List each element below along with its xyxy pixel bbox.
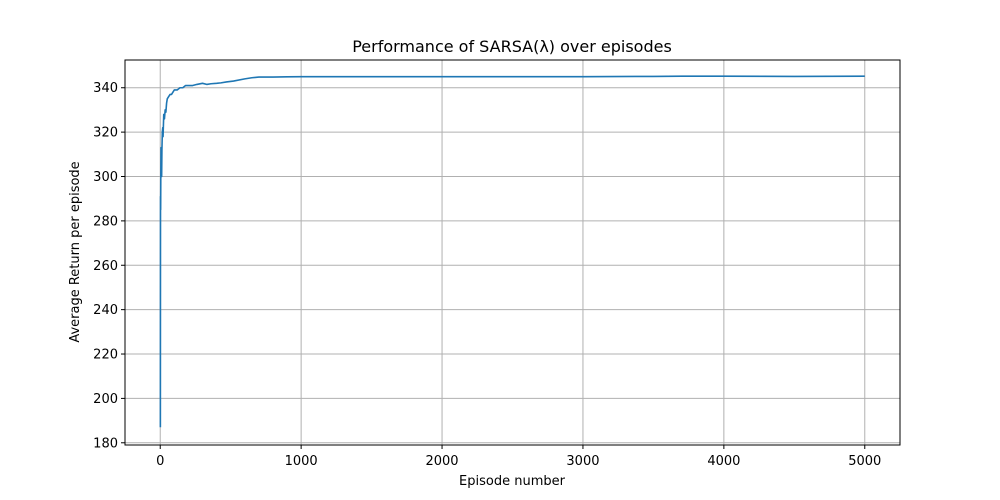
y-tick-label: 340 [93, 81, 118, 96]
x-tick-label: 2000 [425, 454, 458, 469]
plot-area-frame [124, 59, 901, 446]
x-tick-label: 5000 [848, 454, 881, 469]
y-tick-label: 220 [93, 348, 118, 363]
x-tick-label: 4000 [707, 454, 740, 469]
y-axis-label: Average Return per episode [68, 161, 83, 342]
y-tick-label: 260 [93, 259, 118, 274]
y-axis-ticks: 180 200 220 240 260 280 300 320 340 [93, 81, 125, 451]
y-tick-label: 240 [93, 303, 118, 318]
x-tick-label: 3000 [566, 454, 599, 469]
x-axis-label: Episode number [459, 474, 566, 489]
series-line [159, 75, 865, 428]
y-tick-label: 180 [93, 436, 118, 451]
x-tick-label: 1000 [285, 454, 318, 469]
series-layer [159, 75, 865, 428]
x-tick-label: 0 [156, 454, 164, 469]
chart-title: Performance of SARSA(λ) over episodes [352, 37, 672, 56]
grid [125, 60, 900, 445]
y-tick-label: 320 [93, 126, 118, 141]
y-tick-label: 280 [93, 214, 118, 229]
y-tick-label: 300 [93, 170, 118, 185]
y-tick-label: 200 [93, 392, 118, 407]
x-axis-ticks: 0 1000 2000 3000 4000 5000 [156, 445, 881, 469]
